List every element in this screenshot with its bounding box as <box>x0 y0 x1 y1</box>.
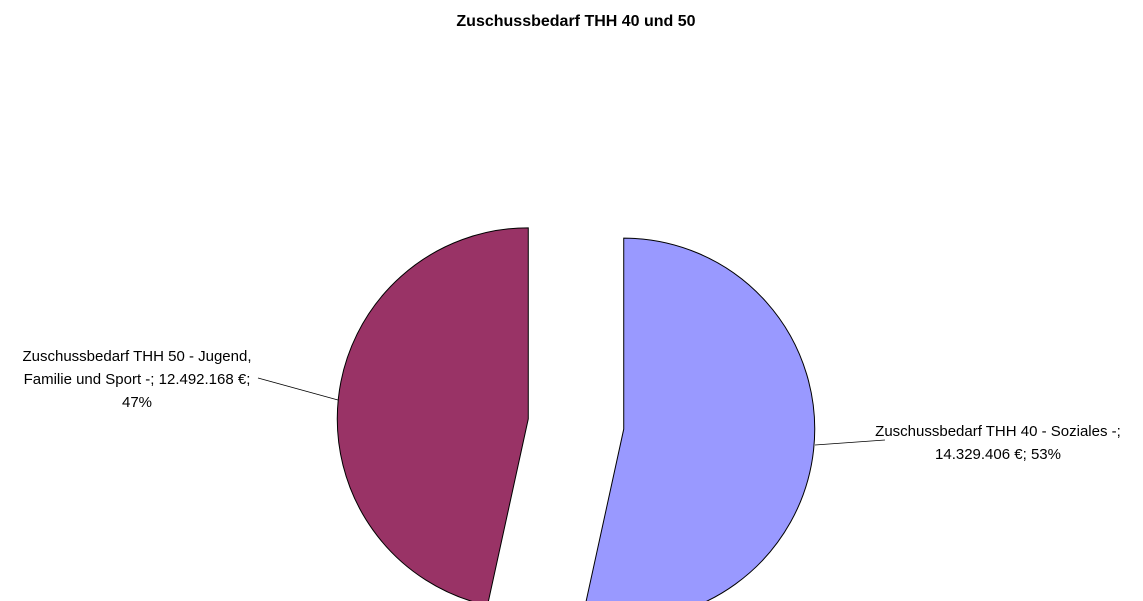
leader-line <box>814 439 886 446</box>
category-label: Zuschussbedarf THH 40 - Soziales - <box>875 423 1117 440</box>
pie-slice <box>585 237 816 601</box>
leader-line <box>257 377 339 401</box>
percentage-label: 53% <box>1030 446 1061 463</box>
value-label: 12.492.168 € <box>158 371 247 388</box>
percentage-label: 47% <box>121 394 153 411</box>
separator: ; <box>150 371 159 388</box>
separator: ; <box>246 371 251 388</box>
category-label: Zuschussbedarf THH 50 - Jugend, Familie … <box>22 348 252 388</box>
chart-title: Zuschussbedarf THH 40 und 50 <box>456 13 695 30</box>
value-label: 14.329.406 € <box>935 446 1023 463</box>
pie-slice <box>336 227 529 601</box>
separator: ; <box>1116 423 1121 440</box>
slice-label: Zuschussbedarf THH 50 - Jugend, Familie … <box>14 345 260 414</box>
separator: ; <box>1022 446 1031 463</box>
slice-label: Zuschussbedarf THH 40 - Soziales -; 14.3… <box>860 420 1136 466</box>
